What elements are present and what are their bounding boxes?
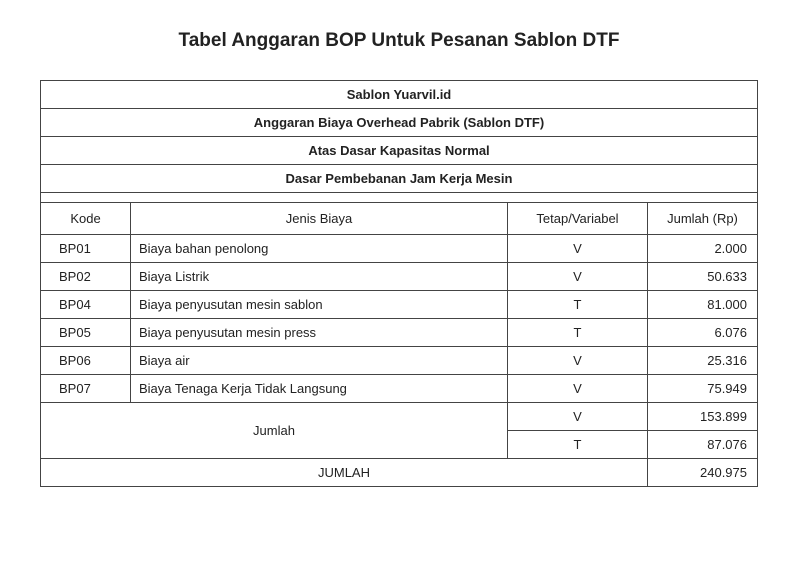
table-row: BP01 Biaya bahan penolong V 2.000 <box>41 235 758 263</box>
cell-jumlah: 50.633 <box>648 263 758 291</box>
subtotal-t-value: 87.076 <box>648 431 758 459</box>
subtotal-v-value: 153.899 <box>648 403 758 431</box>
header-row-basis: Atas Dasar Kapasitas Normal <box>41 137 758 165</box>
header-row-method: Dasar Pembebanan Jam Kerja Mesin <box>41 165 758 193</box>
page-title: Tabel Anggaran BOP Untuk Pesanan Sablon … <box>40 30 758 52</box>
spacer-row <box>41 193 758 203</box>
cell-kode: BP06 <box>41 347 131 375</box>
grand-total-value: 240.975 <box>648 459 758 487</box>
cell-jumlah: 25.316 <box>648 347 758 375</box>
cell-kode: BP01 <box>41 235 131 263</box>
table-row: BP07 Biaya Tenaga Kerja Tidak Langsung V… <box>41 375 758 403</box>
cell-tv: V <box>508 263 648 291</box>
table-row: BP05 Biaya penyusutan mesin press T 6.07… <box>41 319 758 347</box>
cell-jenis: Biaya bahan penolong <box>131 235 508 263</box>
table-row: BP06 Biaya air V 25.316 <box>41 347 758 375</box>
col-jumlah: Jumlah (Rp) <box>648 203 758 235</box>
header-company: Sablon Yuarvil.id <box>41 81 758 109</box>
column-header-row: Kode Jenis Biaya Tetap/Variabel Jumlah (… <box>41 203 758 235</box>
cell-jenis: Biaya air <box>131 347 508 375</box>
cell-jenis: Biaya Tenaga Kerja Tidak Langsung <box>131 375 508 403</box>
col-tv: Tetap/Variabel <box>508 203 648 235</box>
header-subtitle: Anggaran Biaya Overhead Pabrik (Sablon D… <box>41 109 758 137</box>
cell-kode: BP02 <box>41 263 131 291</box>
header-basis: Atas Dasar Kapasitas Normal <box>41 137 758 165</box>
header-row-subtitle: Anggaran Biaya Overhead Pabrik (Sablon D… <box>41 109 758 137</box>
header-method: Dasar Pembebanan Jam Kerja Mesin <box>41 165 758 193</box>
header-row-company: Sablon Yuarvil.id <box>41 81 758 109</box>
cell-kode: BP07 <box>41 375 131 403</box>
cell-jenis: Biaya penyusutan mesin press <box>131 319 508 347</box>
subtotal-t-label: T <box>508 431 648 459</box>
cell-jenis: Biaya Listrik <box>131 263 508 291</box>
grand-total-label: JUMLAH <box>41 459 648 487</box>
cell-jenis: Biaya penyusutan mesin sablon <box>131 291 508 319</box>
cell-tv: V <box>508 347 648 375</box>
cell-kode: BP04 <box>41 291 131 319</box>
cell-tv: V <box>508 235 648 263</box>
cell-tv: T <box>508 319 648 347</box>
grand-total-row: JUMLAH 240.975 <box>41 459 758 487</box>
table-row: BP04 Biaya penyusutan mesin sablon T 81.… <box>41 291 758 319</box>
cell-jumlah: 81.000 <box>648 291 758 319</box>
subtotal-v-row: Jumlah V 153.899 <box>41 403 758 431</box>
cell-kode: BP05 <box>41 319 131 347</box>
cell-jumlah: 75.949 <box>648 375 758 403</box>
subtotal-label: Jumlah <box>41 403 508 459</box>
budget-table: Sablon Yuarvil.id Anggaran Biaya Overhea… <box>40 80 758 487</box>
cell-tv: T <box>508 291 648 319</box>
col-jenis: Jenis Biaya <box>131 203 508 235</box>
table-row: BP02 Biaya Listrik V 50.633 <box>41 263 758 291</box>
cell-tv: V <box>508 375 648 403</box>
col-kode: Kode <box>41 203 131 235</box>
subtotal-v-label: V <box>508 403 648 431</box>
cell-jumlah: 6.076 <box>648 319 758 347</box>
cell-jumlah: 2.000 <box>648 235 758 263</box>
